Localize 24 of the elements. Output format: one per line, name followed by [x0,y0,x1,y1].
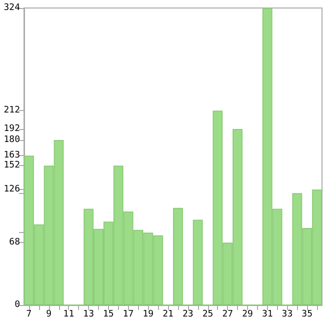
y-tick-label: 0 [14,300,20,310]
x-tick-label: 35 [302,310,313,320]
x-tick-label: 33 [282,310,293,320]
y-tick-label: 152 [4,160,20,171]
x-tick-label: 25 [202,310,214,320]
x-tick-label: 11 [63,310,74,320]
y-tick-label: 68 [9,238,20,248]
x-tick-label: 19 [142,310,154,320]
x-tick-label: 27 [222,310,234,320]
x-tick-label: 15 [103,310,114,320]
x-tick-label: 9 [46,310,52,320]
y-tick-label: 180 [4,135,20,145]
y-tick-label: 212 [4,106,20,116]
x-tick-label: 21 [162,310,174,320]
x-tick-label: 29 [242,310,253,320]
y-tick-label: 192 [4,124,20,134]
y-tick-label: 324 [4,3,20,13]
x-tick-label: 31 [262,310,273,320]
x-tick-label: 7 [26,310,32,320]
x-tick-label: 17 [122,310,134,320]
y-tick-label: 126 [4,184,20,194]
x-tick-label: 23 [182,310,194,320]
x-tick-label: 13 [83,310,94,320]
y-tick-label: 163 [4,150,20,161]
